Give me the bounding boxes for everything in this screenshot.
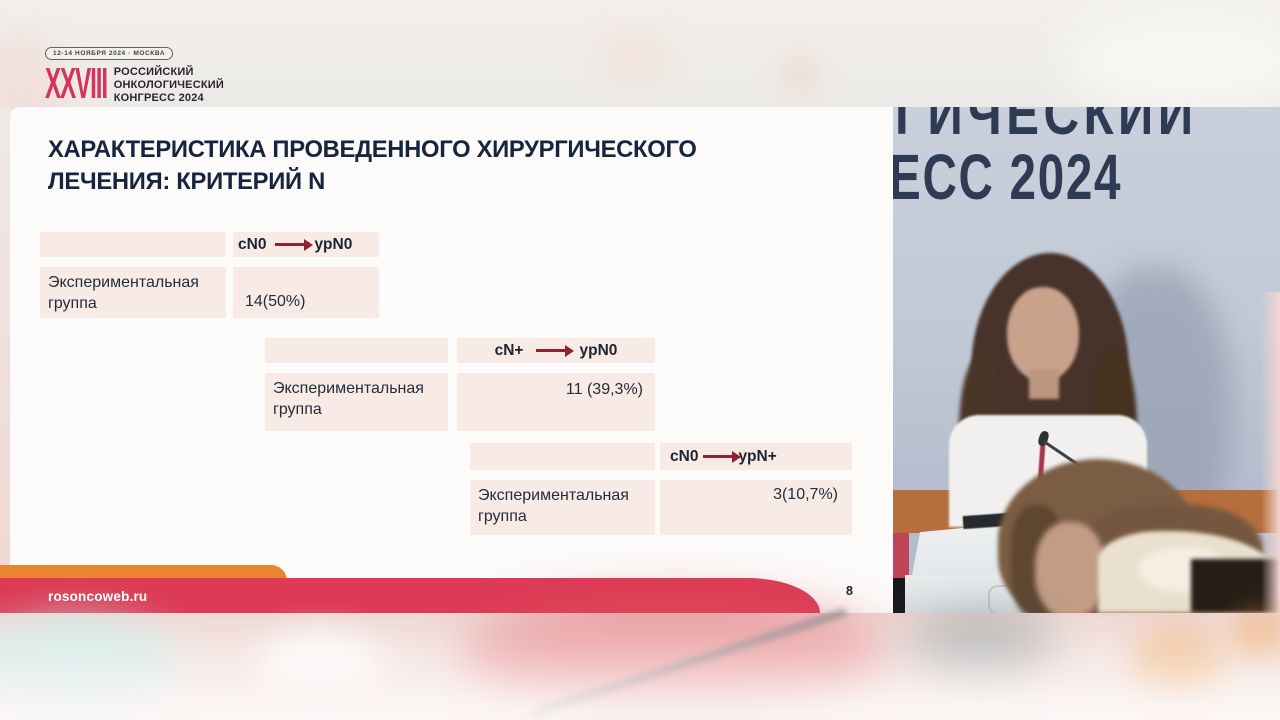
row-value: 11 (39,3%) [457, 373, 655, 431]
background-blur-bottom [0, 598, 1280, 720]
table-cnplus-ypn0: cN+ ypN0 Экспериментальная группа 11 (39… [265, 338, 655, 431]
row-value: 3(10,7%) [660, 480, 852, 535]
slide-title-line: ЛЕЧЕНИЯ: КРИТЕРИЙ N [48, 167, 325, 195]
footer-url: rosoncoweb.ru [48, 589, 148, 604]
table-header-row: cN0 ypN+ [470, 443, 852, 470]
table-header-empty-cell [40, 232, 226, 257]
wall-text-line1: ГИЧЕСКИЙ [895, 107, 1198, 148]
header-from: cN0 [670, 447, 699, 465]
congress-logo: 12-14 НОЯБРЯ 2024 · МОСКВА XXVIII РОССИЙ… [45, 42, 224, 106]
congress-date-badge: 12-14 НОЯБРЯ 2024 · МОСКВА [45, 47, 174, 60]
presentation-slide: ХАРАКТЕРИСТИКА ПРОВЕДЕННОГО ХИРУРГИЧЕСКО… [0, 107, 893, 613]
table-header-row: cN+ ypN0 [265, 338, 655, 363]
slide-title: ХАРАКТЕРИСТИКА ПРОВЕДЕННОГО ХИРУРГИЧЕСКО… [48, 134, 697, 197]
background-edge-left [0, 107, 10, 613]
table-row: Экспериментальная группа 11 (39,3%) [265, 373, 655, 431]
page-number: 8 [846, 584, 853, 598]
congress-numeral: XXVIII [45, 59, 108, 108]
table-header-empty-cell [265, 338, 448, 363]
speaker-neck [1029, 369, 1059, 399]
wall-text-line2: ЕСС 2024 [893, 140, 1123, 213]
blur-blob [600, 30, 670, 80]
table-cn0-ypn0: cN0 ypN0 Экспериментальная группа 14(50%… [40, 232, 379, 318]
backdrop-band-crimson [893, 533, 909, 578]
audience-member-face [1035, 522, 1105, 613]
blur-white-wash [0, 613, 1280, 720]
arrow-right-icon [703, 450, 742, 463]
congress-logo-row: XXVIII РОССИЙСКИЙ ОНКОЛОГИЧЕСКИЙ КОНГРЕС… [45, 62, 224, 106]
header-to: ypN0 [314, 235, 353, 253]
blur-blob [1060, 5, 1280, 115]
table-header-cell: cN+ ypN0 [457, 338, 655, 363]
background-edge-right [1261, 292, 1280, 613]
table-row: Экспериментальная группа 3(10,7%) [470, 480, 852, 535]
slide-title-line: ХАРАКТЕРИСТИКА ПРОВЕДЕННОГО ХИРУРГИЧЕСКО… [48, 136, 697, 163]
table-cn0-ypnplus: cN0 ypN+ Экспериментальная группа 3(10,7… [470, 443, 852, 535]
congress-name-line: КОНГРЕСС 2024 [113, 92, 204, 104]
table-header-empty-cell [470, 443, 655, 470]
header-to: ypN+ [738, 447, 777, 465]
congress-name-line: ОНКОЛОГИЧЕСКИЙ [113, 79, 224, 91]
row-label: Экспериментальная группа [40, 267, 226, 318]
arrow-right-icon [536, 344, 575, 357]
header-from: cN+ [494, 341, 524, 359]
header-from: cN0 [238, 235, 267, 253]
blur-blob [780, 55, 820, 91]
congress-name-line: РОССИЙСКИЙ [113, 66, 194, 78]
row-label: Экспериментальная группа [265, 373, 448, 431]
table-header-cell: cN0 ypN0 [233, 232, 379, 257]
row-label: Экспериментальная группа [470, 480, 655, 535]
speaker-video: ГИЧЕСКИЙ ЕСС 2024 [893, 107, 1280, 613]
header-to: ypN0 [579, 341, 618, 359]
row-value: 14(50%) [233, 267, 379, 318]
table-header-row: cN0 ypN0 [40, 232, 379, 257]
speaker-face [1007, 287, 1079, 381]
table-row: Экспериментальная группа 14(50%) [40, 267, 379, 318]
footer-orange-tab [0, 565, 287, 581]
arrow-right-icon [275, 238, 314, 251]
table-header-cell: cN0 ypN+ [660, 443, 852, 470]
congress-name: РОССИЙСКИЙ ОНКОЛОГИЧЕСКИЙ КОНГРЕСС 2024 [114, 62, 224, 105]
